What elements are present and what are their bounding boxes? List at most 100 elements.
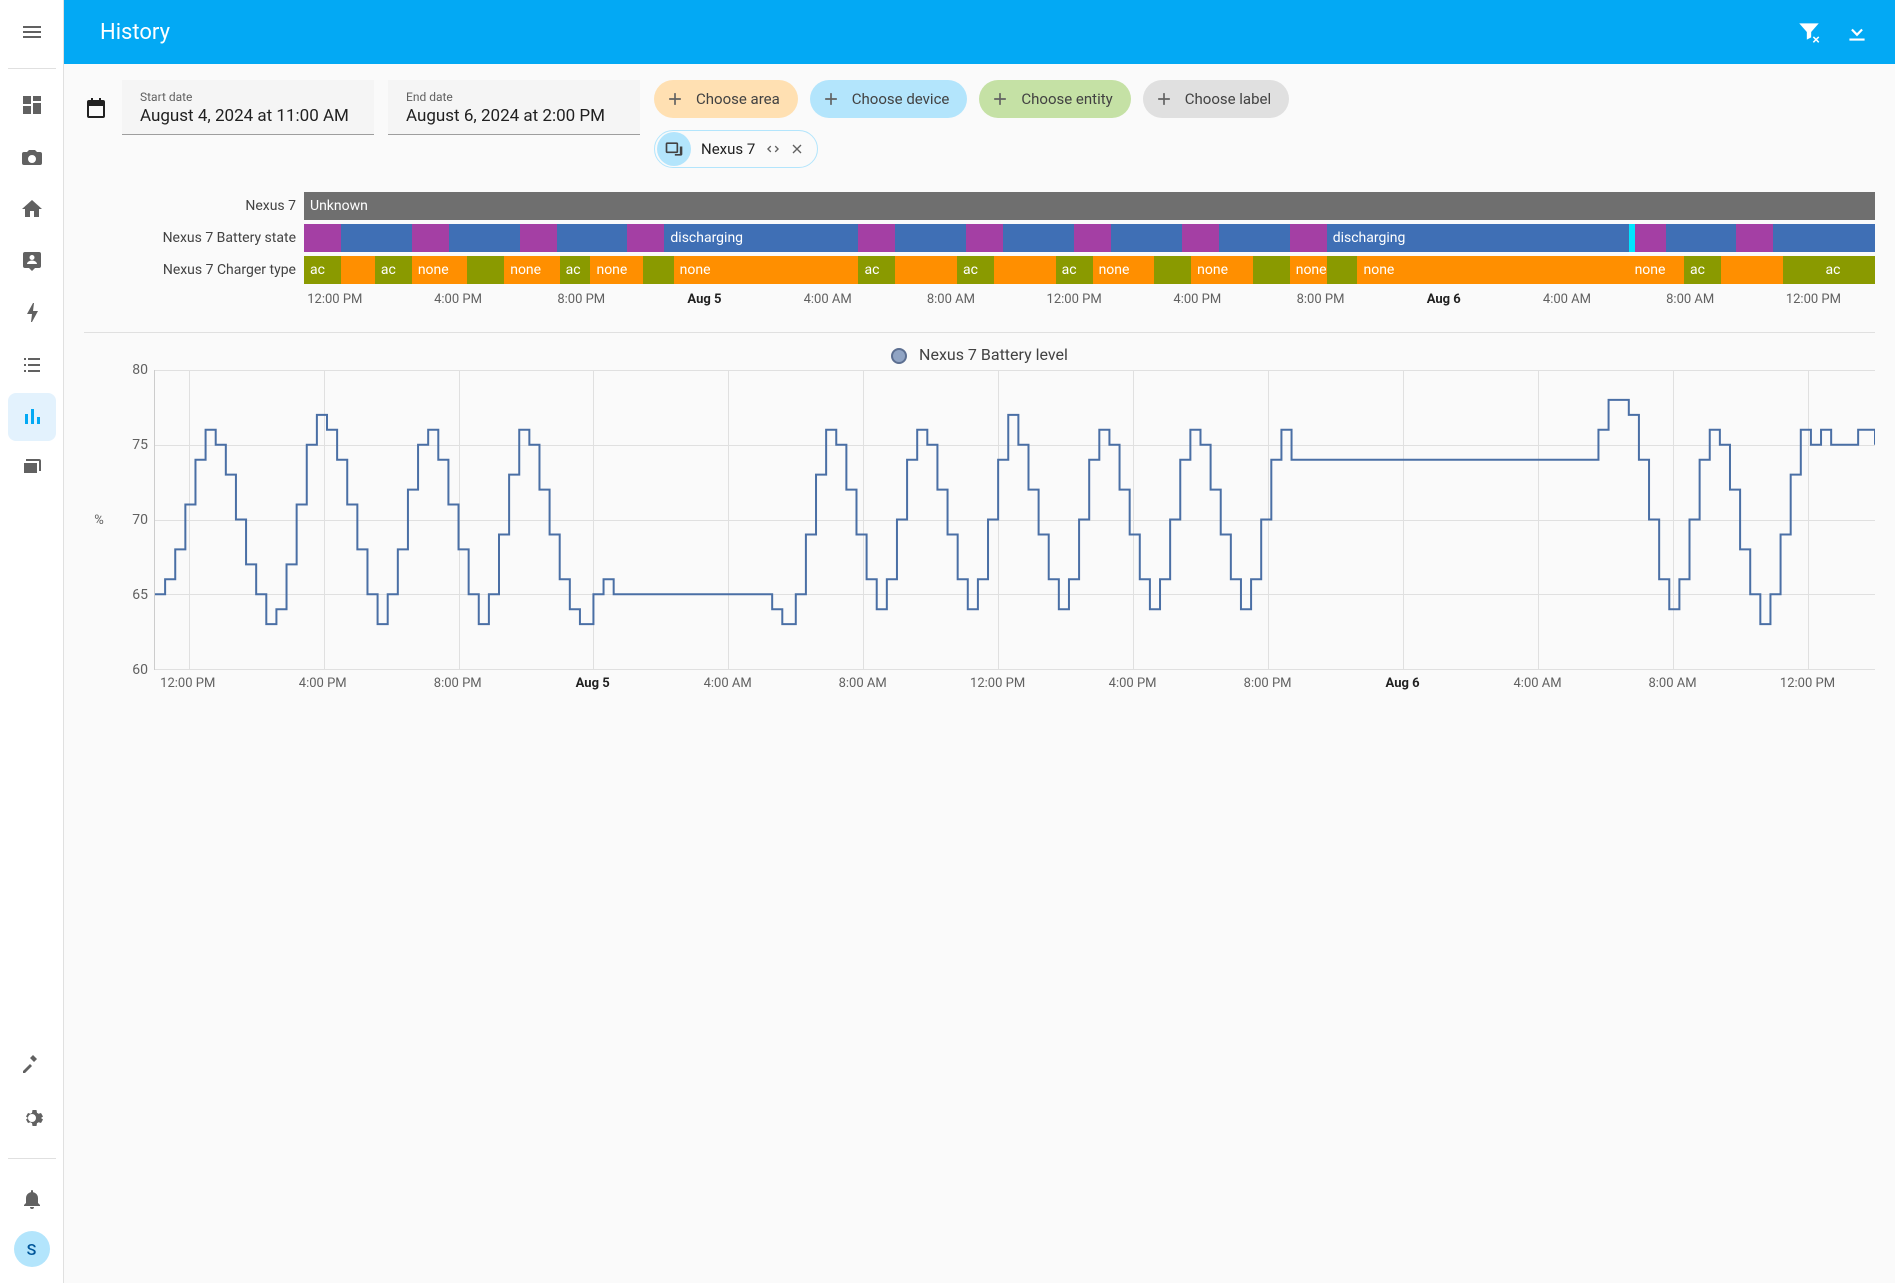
timeline-segment[interactable]: ac: [560, 256, 591, 284]
timeline-segment[interactable]: [341, 224, 412, 252]
xtick: 12:00 PM: [970, 676, 1025, 691]
timeline-segment[interactable]: [449, 224, 520, 252]
timeline-segment[interactable]: discharging: [664, 224, 858, 252]
timeline-segment[interactable]: [1182, 224, 1219, 252]
timeline-segment[interactable]: none: [1629, 256, 1684, 284]
choose-entity-chip[interactable]: Choose entity: [979, 80, 1130, 118]
legend-label: Nexus 7 Battery level: [919, 345, 1068, 364]
xtick: 4:00 AM: [1543, 292, 1591, 307]
timeline-bar[interactable]: acacnonenoneacnonenoneacacacnonenonenone…: [304, 256, 1875, 284]
download-button[interactable]: [1843, 18, 1871, 46]
timeline-segment[interactable]: [1327, 256, 1358, 284]
timeline-segment[interactable]: ac: [957, 256, 994, 284]
timeline-segment[interactable]: [1253, 256, 1290, 284]
main: History Start date August 4, 2024 at 11:…: [64, 0, 1895, 1283]
timeline-segment[interactable]: ac: [375, 256, 412, 284]
ytick: 75: [132, 437, 148, 453]
timeline-segment[interactable]: [1635, 224, 1666, 252]
timeline-segment[interactable]: none: [504, 256, 559, 284]
timeline-segment[interactable]: [994, 256, 1056, 284]
xtick: 8:00 PM: [434, 676, 482, 691]
choose-label-chip[interactable]: Choose label: [1143, 80, 1289, 118]
nav-home[interactable]: [8, 185, 56, 233]
timeline-segment[interactable]: [1783, 256, 1820, 284]
timeline-segment[interactable]: Unknown: [304, 192, 1875, 220]
timeline-bar[interactable]: Unknown: [304, 192, 1875, 220]
nav-overview[interactable]: [8, 81, 56, 129]
nav-settings[interactable]: [8, 1094, 56, 1142]
timeline-segment[interactable]: ac: [1056, 256, 1093, 284]
timeline-segment[interactable]: none: [590, 256, 642, 284]
timeline-segment[interactable]: [1290, 224, 1327, 252]
timeline-segment[interactable]: [858, 224, 895, 252]
nav-logbook[interactable]: [8, 341, 56, 389]
nav-media[interactable]: [8, 445, 56, 493]
home-icon: [20, 197, 44, 221]
nav-camera[interactable]: [8, 133, 56, 181]
nav-notifications[interactable]: [8, 1175, 56, 1223]
choose-area-chip[interactable]: Choose area: [654, 80, 798, 118]
timeline-segment[interactable]: [1736, 224, 1773, 252]
xtick: 4:00 PM: [1173, 292, 1221, 307]
timeline-segment[interactable]: [895, 256, 957, 284]
timeline-segment[interactable]: discharging: [1327, 224, 1629, 252]
hammer-icon: [20, 1050, 44, 1074]
timeline-row: Nexus 7Unknown: [84, 192, 1875, 220]
nav-dev-tools[interactable]: [8, 1038, 56, 1086]
end-date-input[interactable]: End date August 6, 2024 at 2:00 PM: [388, 80, 640, 135]
timeline-xaxis: 12:00 PM4:00 PM8:00 PMAug 54:00 AM8:00 A…: [84, 292, 1875, 314]
expand-icon[interactable]: [765, 141, 781, 157]
timeline-segment[interactable]: [1219, 224, 1290, 252]
timeline-segment[interactable]: [520, 224, 557, 252]
timeline-segment[interactable]: [643, 256, 674, 284]
xtick: 4:00 AM: [1513, 676, 1561, 691]
timeline-segment[interactable]: [627, 224, 664, 252]
xtick: Aug 5: [687, 292, 721, 307]
timeline-bar[interactable]: discharging discharging: [304, 224, 1875, 252]
timeline-segment[interactable]: [1154, 256, 1191, 284]
nav-history[interactable]: [8, 393, 56, 441]
timeline-segment[interactable]: [1773, 224, 1875, 252]
timeline-segment[interactable]: [1003, 224, 1074, 252]
timeline-segment[interactable]: none: [412, 256, 467, 284]
choose-device-chip[interactable]: Choose device: [810, 80, 968, 118]
timeline-segment[interactable]: ac: [1684, 256, 1721, 284]
timeline-segment[interactable]: [1111, 224, 1182, 252]
chart-legend[interactable]: Nexus 7 Battery level: [84, 345, 1875, 364]
selected-device-pill[interactable]: Nexus 7: [654, 130, 818, 168]
xtick: 8:00 PM: [1297, 292, 1345, 307]
xtick: 12:00 PM: [1047, 292, 1102, 307]
timeline-segment[interactable]: [467, 256, 504, 284]
nav-person[interactable]: [8, 237, 56, 285]
start-date-input[interactable]: Start date August 4, 2024 at 11:00 AM: [122, 80, 374, 135]
timeline-segment[interactable]: ac: [1820, 256, 1875, 284]
timeline-segment[interactable]: [966, 224, 1003, 252]
nav-energy[interactable]: [8, 289, 56, 337]
timeline-segment[interactable]: ac: [858, 256, 895, 284]
timeline-segment[interactable]: [341, 256, 375, 284]
timeline-segment[interactable]: [1721, 256, 1783, 284]
timeline: Nexus 7UnknownNexus 7 Battery statedisch…: [84, 192, 1875, 284]
chip-label: Choose entity: [1021, 90, 1112, 108]
chart-area[interactable]: [154, 370, 1875, 670]
timeline-segment[interactable]: none: [1290, 256, 1327, 284]
timeline-segment[interactable]: [1074, 224, 1111, 252]
timeline-segment[interactable]: none: [674, 256, 859, 284]
timeline-segment[interactable]: [304, 224, 341, 252]
timeline-segment[interactable]: [895, 224, 966, 252]
timeline-segment[interactable]: [412, 224, 449, 252]
timeline-segment[interactable]: [557, 224, 628, 252]
timeline-segment[interactable]: none: [1191, 256, 1253, 284]
timeline-segment[interactable]: none: [1093, 256, 1155, 284]
user-avatar[interactable]: S: [14, 1231, 50, 1267]
clear-filters-button[interactable]: [1795, 18, 1823, 46]
timeline-segment[interactable]: ac: [304, 256, 341, 284]
close-icon[interactable]: [789, 141, 805, 157]
gear-icon: [20, 1106, 44, 1130]
menu-toggle[interactable]: [8, 8, 56, 56]
topbar: History: [64, 0, 1895, 64]
timeline-segment[interactable]: [1666, 224, 1737, 252]
y-axis-label: %: [84, 370, 114, 670]
timeline-segment[interactable]: none: [1357, 256, 1628, 284]
xtick: 4:00 AM: [704, 676, 752, 691]
